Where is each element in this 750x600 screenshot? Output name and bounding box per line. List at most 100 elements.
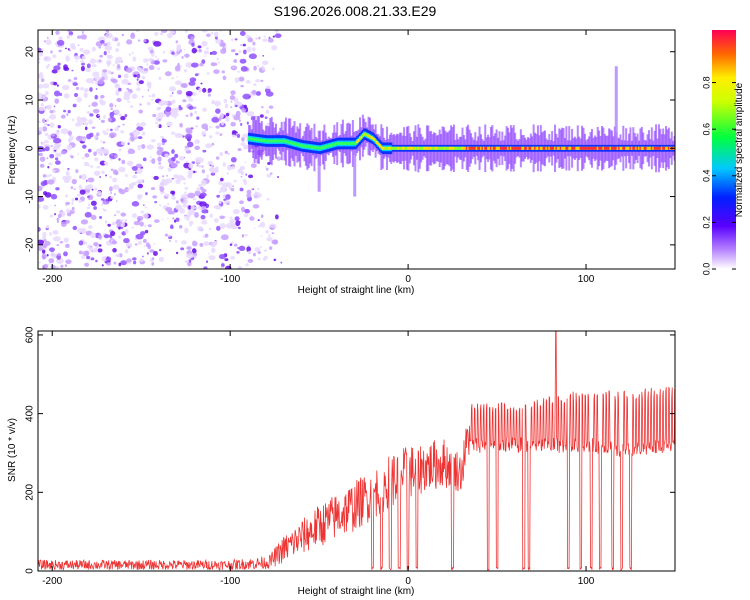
noise-blob xyxy=(80,65,85,72)
noise-blob xyxy=(143,58,149,63)
noise-blob xyxy=(54,212,56,216)
noise-blob xyxy=(54,143,57,146)
band-center xyxy=(518,146,521,150)
noise-blob xyxy=(104,220,108,224)
noise-blob xyxy=(55,187,60,191)
noise-blob xyxy=(42,205,49,210)
noise-blob xyxy=(263,249,268,252)
noise-blob xyxy=(150,187,156,191)
snr-series-line xyxy=(38,331,675,571)
band-center xyxy=(497,146,500,150)
band-center xyxy=(327,144,330,148)
noise-blob xyxy=(153,41,162,47)
noise-blob xyxy=(276,156,281,161)
noise-blob xyxy=(63,66,70,71)
noise-blob xyxy=(220,151,223,154)
noise-blob xyxy=(127,188,131,192)
noise-blob xyxy=(52,54,57,58)
band-center xyxy=(630,146,633,150)
noise-blob xyxy=(230,90,236,96)
noise-blob xyxy=(201,40,208,47)
band-center xyxy=(582,146,585,150)
noise-blob xyxy=(176,44,182,50)
noise-blob xyxy=(200,179,207,186)
noise-blob xyxy=(246,46,252,53)
band-center xyxy=(666,146,669,150)
noise-blob xyxy=(265,167,269,171)
band-center xyxy=(346,141,349,145)
noise-blob xyxy=(89,246,94,252)
noise-blob xyxy=(156,149,163,156)
band-center xyxy=(265,139,268,143)
noise-blob xyxy=(81,55,86,60)
noise-blob xyxy=(197,45,202,49)
noise-blob xyxy=(181,55,184,59)
band-center xyxy=(433,146,436,150)
noise-blob xyxy=(98,114,100,117)
noise-blob xyxy=(271,45,278,51)
noise-blob xyxy=(224,150,228,155)
noise-blob xyxy=(242,49,247,55)
band-center xyxy=(277,139,280,143)
noise-blob xyxy=(239,58,247,64)
band-center xyxy=(250,137,253,141)
noise-blob xyxy=(42,83,50,89)
noise-blob xyxy=(74,197,79,201)
noise-blob xyxy=(120,226,124,230)
band-center xyxy=(367,134,370,138)
noise-blob xyxy=(131,93,138,99)
band-center xyxy=(655,146,658,150)
noise-blob xyxy=(136,179,144,184)
noise-blob xyxy=(233,115,241,121)
noise-blob xyxy=(80,34,87,40)
band-center xyxy=(388,146,391,150)
noise-blob xyxy=(210,247,216,253)
noise-blob xyxy=(261,60,269,66)
noise-blob xyxy=(66,34,71,39)
band-center xyxy=(602,146,605,150)
noise-blob xyxy=(210,167,219,174)
noise-blob xyxy=(118,158,121,161)
noise-blob xyxy=(58,36,63,41)
noise-blob xyxy=(41,244,48,249)
noise-blob xyxy=(56,244,60,247)
noise-blob xyxy=(185,160,188,163)
noise-blob xyxy=(188,220,194,225)
noise-blob xyxy=(158,118,161,121)
noise-blob xyxy=(138,39,141,42)
band-center xyxy=(394,146,397,150)
noise-blob xyxy=(103,50,107,56)
band-center xyxy=(361,134,364,138)
noise-blob xyxy=(167,202,170,205)
noise-blob xyxy=(182,199,189,205)
noise-blob xyxy=(68,49,72,52)
band-center xyxy=(555,146,558,150)
band-center xyxy=(255,138,258,142)
noise-blob xyxy=(274,214,279,220)
noise-blob xyxy=(53,105,56,108)
band-center xyxy=(273,139,276,143)
band-center xyxy=(581,146,584,150)
noise-blob xyxy=(127,153,130,155)
band-center xyxy=(491,146,494,150)
noise-blob xyxy=(73,77,78,81)
noise-blob xyxy=(184,147,190,151)
noise-blob xyxy=(69,42,76,49)
noise-blob xyxy=(44,139,49,144)
noise-blob xyxy=(60,128,69,135)
noise-blob xyxy=(175,217,180,222)
noise-blob xyxy=(260,235,263,237)
noise-blob xyxy=(208,255,216,261)
noise-blob xyxy=(199,186,204,190)
noise-blob xyxy=(80,87,85,91)
noise-blob xyxy=(224,258,229,262)
noise-blob xyxy=(144,206,148,209)
colorbar-tick-label: 0.6 xyxy=(701,123,711,136)
noise-blob xyxy=(102,141,106,144)
noise-blob xyxy=(66,144,73,151)
noise-blob xyxy=(116,200,118,203)
band-spike xyxy=(353,148,357,197)
noise-blob xyxy=(88,225,93,229)
noise-blob xyxy=(215,108,221,114)
